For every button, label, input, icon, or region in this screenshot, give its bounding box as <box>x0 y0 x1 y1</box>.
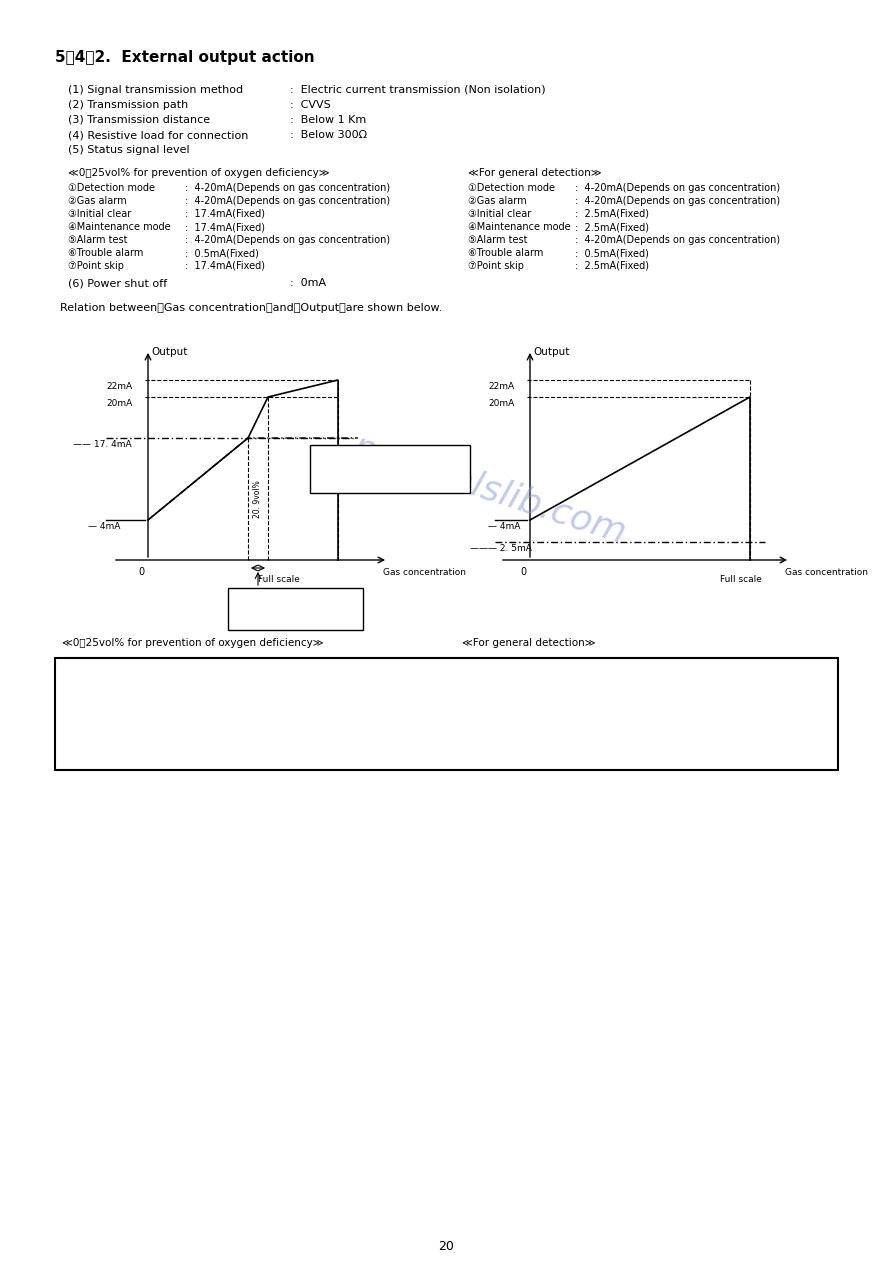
Text: ②Gas alarm: ②Gas alarm <box>68 196 127 206</box>
Text: 20: 20 <box>438 1240 454 1253</box>
Text: :  CVVS: : CVVS <box>290 100 330 110</box>
Text: ⑦Point skip: ⑦Point skip <box>68 261 124 272</box>
Text: — 4mA: — 4mA <box>488 522 521 530</box>
Text: :  Below 1 Km: : Below 1 Km <box>290 115 366 125</box>
Text: Do not make this adjustment without permission.: Do not make this adjustment without perm… <box>70 736 363 749</box>
Text: :  4-20mA(Depends on gas concentration): : 4-20mA(Depends on gas concentration) <box>185 183 390 193</box>
Text: —— 17. 4mA: —— 17. 4mA <box>73 440 131 450</box>
Text: ⑤Alarm test: ⑤Alarm test <box>468 235 528 245</box>
Text: ①Detection mode: ①Detection mode <box>468 183 555 193</box>
Text: :  0.5mA(Fixed): : 0.5mA(Fixed) <box>185 248 259 258</box>
Text: ⑥Trouble alarm: ⑥Trouble alarm <box>468 248 543 258</box>
Text: ②Gas alarm: ②Gas alarm <box>468 196 527 206</box>
Bar <box>228 589 363 630</box>
Text: Gas concentration: Gas concentration <box>785 568 868 577</box>
Text: — 4mA: — 4mA <box>88 522 121 530</box>
Text: ——— 2. 5mA: ——— 2. 5mA <box>470 544 532 553</box>
Text: CAUTION: CAUTION <box>424 678 508 696</box>
Text: 22mA: 22mA <box>488 381 514 392</box>
Text: Full scale: Full scale <box>720 575 762 584</box>
Text: :  4-20mA(Depends on gas concentration): : 4-20mA(Depends on gas concentration) <box>185 235 390 245</box>
Text: Output: Output <box>533 347 570 357</box>
Text: ≪0～25vol% for prevention of oxygen deficiency≫: ≪0～25vol% for prevention of oxygen defic… <box>68 168 330 178</box>
Text: ⚠: ⚠ <box>404 678 419 696</box>
Text: 20mA: 20mA <box>106 399 132 408</box>
Text: :  17.4mA(Fixed): : 17.4mA(Fixed) <box>185 208 265 218</box>
Text: (1) Signal transmission method: (1) Signal transmission method <box>68 85 243 95</box>
Text: :  4-20mA(Depends on gas concentration): : 4-20mA(Depends on gas concentration) <box>185 196 390 206</box>
Text: (Zero suppression level): (Zero suppression level) <box>233 613 351 621</box>
Text: :  4-20mA(Depends on gas concentration): : 4-20mA(Depends on gas concentration) <box>575 183 780 193</box>
Text: ≪0～25vol% for prevention of oxygen deficiency≫: ≪0～25vol% for prevention of oxygen defic… <box>62 638 323 648</box>
Text: ⑦Point skip: ⑦Point skip <box>468 261 524 272</box>
Text: (5) Status signal level: (5) Status signal level <box>68 145 189 155</box>
Text: 4-20mA outputs are already adjusted. If re-adjustment is required after installa: 4-20mA outputs are already adjusted. If … <box>70 700 636 714</box>
Text: :  Electric current transmission (Non isolation): : Electric current transmission (Non iso… <box>290 85 546 95</box>
Text: :  2.5mA(Fixed): : 2.5mA(Fixed) <box>575 261 649 272</box>
Text: :  2.5mA(Fixed): : 2.5mA(Fixed) <box>575 208 649 218</box>
Text: 20.9±0.4vol%: 20.9±0.4vol% <box>238 596 321 609</box>
Bar <box>55 658 838 770</box>
Text: ③Initial clear: ③Initial clear <box>68 208 131 218</box>
Text: service man will make re-adjustment.: service man will make re-adjustment. <box>70 717 294 731</box>
Text: ④Maintenance mode: ④Maintenance mode <box>468 222 571 232</box>
Text: ③Initial clear: ③Initial clear <box>468 208 531 218</box>
Text: :  0mA: : 0mA <box>290 278 326 288</box>
Text: 20mA: 20mA <box>488 399 514 408</box>
Text: Maintenance mode: Maintenance mode <box>345 474 438 484</box>
Text: manualslib.com: manualslib.com <box>349 429 631 551</box>
Text: :  17.4mA(Fixed): : 17.4mA(Fixed) <box>185 222 265 232</box>
Text: 5－4－2.  External output action: 5－4－2. External output action <box>55 51 314 64</box>
Text: ≪For general detection≫: ≪For general detection≫ <box>462 638 596 648</box>
Text: 0: 0 <box>520 567 526 577</box>
Text: (2) Transmission path: (2) Transmission path <box>68 100 188 110</box>
Text: 0: 0 <box>138 567 144 577</box>
Text: ≪For general detection≫: ≪For general detection≫ <box>468 168 602 178</box>
Text: Detection mode: Detection mode <box>345 456 423 466</box>
Text: (3) Transmission distance: (3) Transmission distance <box>68 115 210 125</box>
Text: :  2.5mA(Fixed): : 2.5mA(Fixed) <box>575 222 649 232</box>
Text: ⑥Trouble alarm: ⑥Trouble alarm <box>68 248 144 258</box>
Text: (6) Power shut off: (6) Power shut off <box>68 278 167 288</box>
Bar <box>310 445 470 493</box>
Text: Relation between【Gas concentration】and【Output】are shown below.: Relation between【Gas concentration】and【O… <box>60 303 442 313</box>
Text: (4) Resistive load for connection: (4) Resistive load for connection <box>68 130 248 140</box>
Text: 20. 9vol%: 20. 9vol% <box>254 480 263 518</box>
Text: :  Below 300Ω: : Below 300Ω <box>290 130 367 140</box>
Text: :  0.5mA(Fixed): : 0.5mA(Fixed) <box>575 248 649 258</box>
Text: ①Detection mode: ①Detection mode <box>68 183 155 193</box>
Text: :  4-20mA(Depends on gas concentration): : 4-20mA(Depends on gas concentration) <box>575 196 780 206</box>
Text: Output: Output <box>151 347 188 357</box>
Text: ⑤Alarm test: ⑤Alarm test <box>68 235 128 245</box>
Text: Full scale: Full scale <box>258 575 300 584</box>
Text: ④Maintenance mode: ④Maintenance mode <box>68 222 171 232</box>
Text: 22mA: 22mA <box>106 381 132 392</box>
Text: :  4-20mA(Depends on gas concentration): : 4-20mA(Depends on gas concentration) <box>575 235 780 245</box>
Text: :  17.4mA(Fixed): : 17.4mA(Fixed) <box>185 261 265 272</box>
Text: Gas concentration: Gas concentration <box>383 568 466 577</box>
